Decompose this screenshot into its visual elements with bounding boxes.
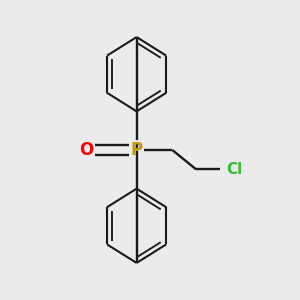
- Text: O: O: [79, 141, 93, 159]
- Text: Cl: Cl: [226, 162, 242, 177]
- Text: P: P: [128, 140, 145, 160]
- Text: P: P: [130, 141, 143, 159]
- Text: O: O: [76, 140, 96, 160]
